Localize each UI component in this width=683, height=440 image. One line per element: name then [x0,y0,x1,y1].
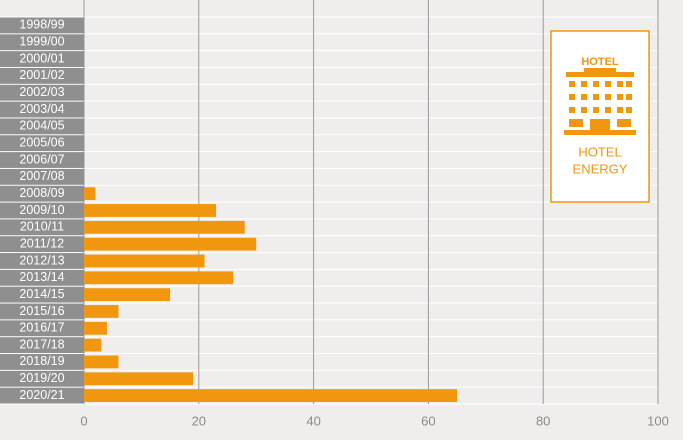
y-tick-label: 1998/99 [19,18,64,32]
bar [84,321,107,335]
category-box [0,51,84,67]
category-box [0,253,84,269]
icon-label: HOTEL [581,56,619,68]
bar [84,372,194,386]
badge-box [550,30,650,203]
x-tick-label: 40 [306,413,320,428]
badge-line: ENERGY [573,161,628,176]
category-box [0,354,84,370]
y-tick-label: 2010/11 [20,220,64,234]
bar [84,338,102,352]
y-tick-label: 2013/14 [19,270,64,284]
category-box [0,118,84,135]
y-tick-label: 2000/01 [19,51,64,65]
category-box [0,387,84,404]
y-tick-label: 2016/17 [19,321,64,335]
category-box [0,236,84,253]
y-tick-label: 2008/09 [19,186,64,200]
bar [84,220,245,234]
category-box [0,219,84,236]
y-tick-label: 2011/12 [20,236,64,250]
bar [84,237,257,251]
y-tick-label: 2009/10 [19,203,64,217]
bar [84,204,217,217]
x-tick-label: 100 [647,413,669,428]
bar [84,355,119,369]
category-box [0,320,84,337]
bar [84,187,96,201]
y-tick-label: 2018/19 [19,354,64,368]
y-tick-label: 2002/03 [19,85,64,99]
category-box [0,269,84,286]
category-box [0,101,84,118]
hotel-icon [564,68,636,135]
y-tick-label: 2003/04 [19,102,64,116]
y-tick-label: 2015/16 [19,304,64,318]
category-box [0,67,84,84]
y-tick-label: 2020/21 [19,388,64,402]
category-box [0,337,84,354]
category-box [0,168,84,185]
category-box [0,135,84,152]
badge: HOTEL HOTEL ENERGY [550,30,650,203]
bar [84,305,119,318]
y-tick-label: 2005/06 [19,135,64,149]
y-tick-label: 2001/02 [19,68,64,82]
category-box [0,202,84,219]
y-tick-label: 2017/18 [19,337,64,351]
badge-line: HOTEL [578,144,621,159]
category-box [0,17,84,34]
bar [84,254,205,268]
y-tick-label: 2019/20 [19,371,64,385]
bar [84,288,171,302]
category-box [0,370,84,387]
category-box [0,303,84,320]
bar [84,389,458,402]
x-tick-label: 0 [80,413,87,428]
x-tick-label: 20 [192,413,206,428]
y-tick-label: 1999/00 [19,35,64,49]
y-tick-label: 2012/13 [19,253,64,267]
bar [84,271,234,285]
category-box [0,34,84,51]
y-tick-label: 2006/07 [19,152,64,166]
y-tick-label: 2014/15 [19,287,64,301]
category-box [0,84,84,101]
category-box [0,185,84,202]
category-box [0,152,84,168]
x-tick-label: 60 [421,413,435,428]
y-tick-label: 2007/08 [19,169,64,183]
category-box [0,286,84,303]
x-tick-label: 80 [536,413,550,428]
y-tick-label: 2004/05 [19,119,64,133]
